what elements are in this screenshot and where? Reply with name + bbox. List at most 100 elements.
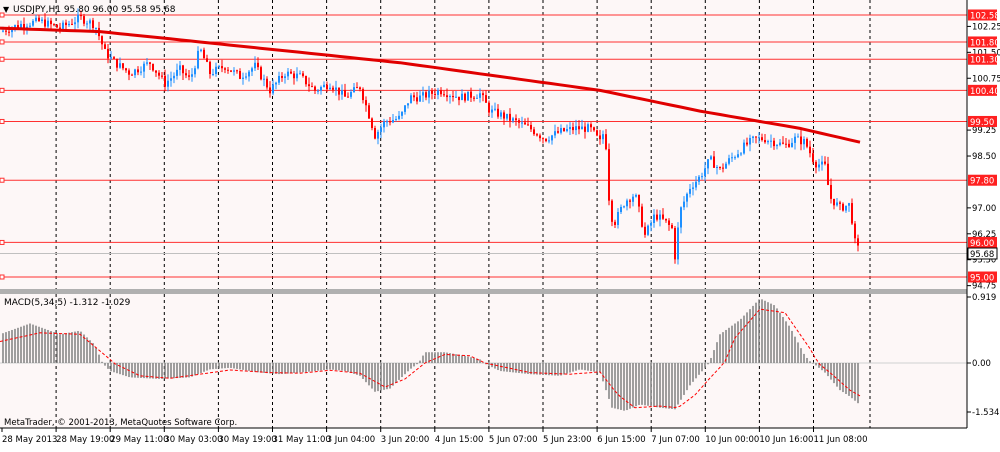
macd-bar	[314, 363, 316, 371]
candle-body	[548, 140, 550, 142]
level-handle	[0, 39, 5, 45]
macd-bar	[524, 363, 526, 374]
macd-bar	[38, 326, 40, 363]
candle-body	[485, 95, 487, 103]
candle-body	[812, 153, 814, 162]
macd-bar	[44, 328, 46, 363]
macd-bar	[107, 363, 109, 369]
macd-bar	[503, 363, 505, 372]
macd-bar	[269, 363, 271, 374]
macd-bar	[413, 363, 415, 367]
macd-bar	[404, 363, 406, 375]
macd-tick-label: 0.919	[972, 293, 996, 303]
macd-bar	[599, 363, 601, 373]
macd-bar	[632, 363, 634, 408]
macd-bar	[50, 331, 52, 363]
chart-menu-arrow-icon[interactable]: ▼	[3, 5, 10, 14]
macd-bar	[290, 363, 292, 374]
price-tick-label: 102.25	[972, 22, 1000, 32]
time-label: 10 Jun 16:00	[759, 435, 813, 445]
candle-body	[140, 71, 142, 73]
macd-bar	[815, 363, 817, 366]
macd-bar	[851, 363, 853, 399]
candle-body	[53, 24, 55, 26]
macd-bar	[482, 362, 484, 364]
candle-body	[500, 112, 502, 117]
candle-body	[161, 75, 163, 77]
macd-bar	[401, 363, 403, 378]
candle-body	[815, 161, 817, 168]
macd-bar	[659, 363, 661, 408]
candle-body	[683, 201, 685, 208]
price-tick-label: 96.25	[972, 230, 996, 240]
macd-bar	[539, 363, 541, 375]
macd-bar	[488, 363, 490, 366]
candle-body	[830, 184, 832, 199]
price-level-tag	[968, 84, 997, 96]
macd-bar	[272, 363, 274, 374]
macd-bar	[20, 326, 22, 363]
macd-bar	[83, 334, 85, 363]
macd-bar	[617, 363, 619, 410]
candle-body	[56, 24, 58, 28]
macd-bar	[689, 363, 691, 386]
candle-body	[818, 164, 820, 168]
macd-bar	[446, 352, 448, 363]
macd-bar	[422, 355, 424, 363]
macd-bar	[194, 363, 196, 376]
macd-bar	[158, 363, 160, 379]
candle-body	[641, 206, 643, 227]
macd-bar	[680, 363, 682, 400]
candle-body	[233, 70, 235, 72]
candle-body	[704, 168, 706, 177]
candle-body	[638, 194, 640, 207]
candle-body	[692, 187, 694, 189]
macd-bar	[518, 363, 520, 374]
candle-body	[335, 87, 337, 90]
macd-bar	[758, 299, 760, 363]
macd-bar	[755, 302, 757, 363]
candle-body	[779, 142, 781, 146]
macd-bar	[395, 363, 397, 383]
candle-body	[608, 149, 610, 201]
macd-bar	[509, 363, 511, 373]
candle-body	[380, 127, 382, 132]
price-tick-label: 97.00	[972, 204, 996, 214]
candle-body	[155, 70, 157, 73]
macd-bar	[377, 363, 379, 392]
macd-bar	[185, 363, 187, 378]
candle-body	[227, 69, 229, 71]
macd-bar	[308, 363, 310, 372]
panel-separator[interactable]	[0, 289, 967, 294]
candle-body	[794, 136, 796, 143]
candle-body	[419, 95, 421, 102]
candle-body	[791, 142, 793, 147]
macd-bar	[323, 363, 325, 371]
candle-body	[125, 68, 127, 71]
candle-body	[11, 28, 13, 33]
macd-bar	[239, 363, 241, 370]
candle-body	[458, 96, 460, 101]
candle-body	[275, 82, 277, 85]
macd-bar	[641, 363, 643, 405]
candle-body	[395, 118, 397, 120]
macd-bar	[116, 363, 118, 374]
candle-body	[413, 95, 415, 98]
candle-body	[65, 22, 67, 26]
candle-body	[605, 134, 607, 150]
candle-body	[104, 44, 106, 49]
candle-body	[83, 16, 85, 24]
candle-body	[788, 143, 790, 147]
macd-bar	[566, 363, 568, 374]
price-tick-label: 99.25	[972, 126, 996, 136]
price-axis[interactable]: 102.25 101.50 100.75 99.25 98.50 97.00 96.25 95…	[967, 22, 1000, 292]
candle-body	[710, 156, 712, 160]
macd-bar	[245, 363, 247, 371]
macd-bar	[77, 331, 79, 363]
candle-body	[593, 127, 595, 131]
time-label: 30 May 03:00	[164, 435, 222, 445]
candle-body	[689, 188, 691, 194]
